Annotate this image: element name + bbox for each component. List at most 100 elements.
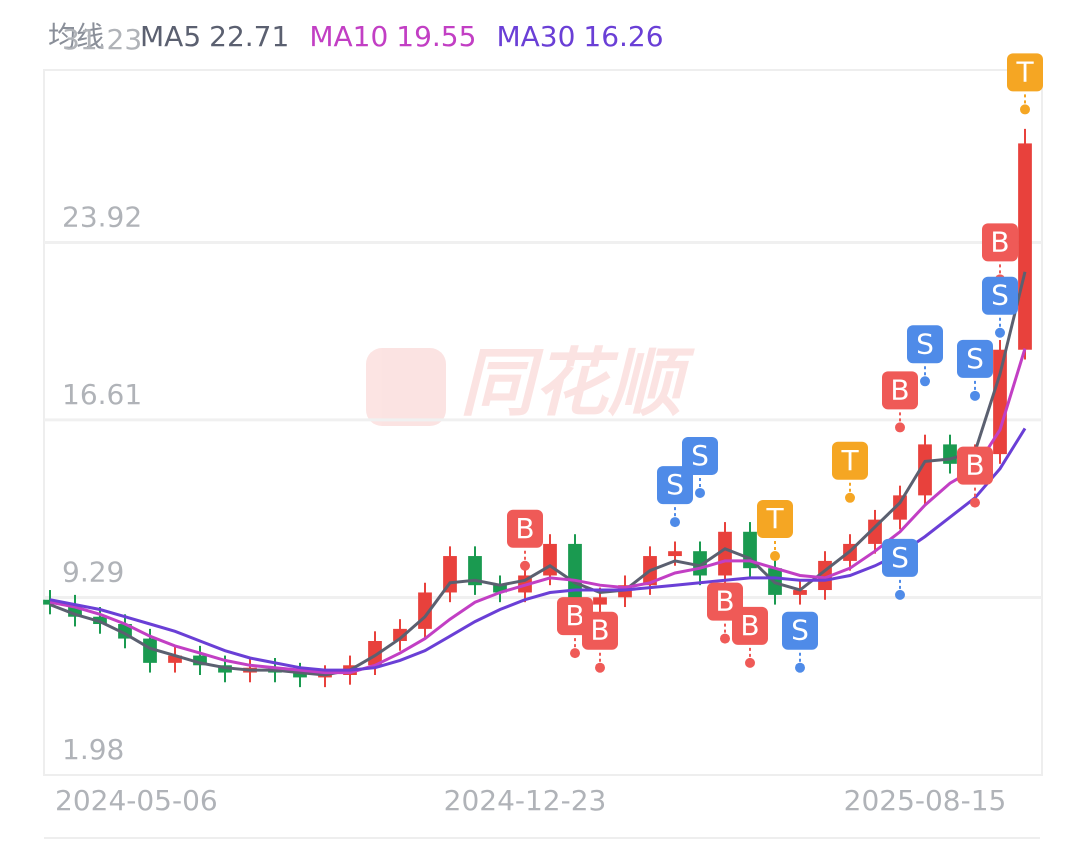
signal-point xyxy=(670,517,680,528)
legend-name: MA5 xyxy=(140,20,201,53)
signal-point xyxy=(895,422,905,433)
legend-entry: MA5 22.71 xyxy=(140,20,289,53)
signal-point xyxy=(845,492,855,503)
y-tick-label: 1.98 xyxy=(62,733,124,766)
signal: T xyxy=(757,500,793,562)
candle-body xyxy=(993,349,1007,455)
y-tick-label: 31.23 xyxy=(62,23,142,56)
candle-body xyxy=(593,597,607,605)
candle-body xyxy=(868,519,882,544)
candle-body xyxy=(718,531,732,576)
signal-label: T xyxy=(840,444,859,477)
ma-line xyxy=(49,271,1027,677)
ma-line xyxy=(49,427,1027,672)
signal-label: B xyxy=(565,599,584,632)
signal-label: B xyxy=(965,449,984,482)
signal-point xyxy=(720,633,730,644)
signal-label: B xyxy=(590,614,609,647)
y-tick-label: 16.61 xyxy=(62,378,142,411)
signal-badge xyxy=(882,371,918,410)
signal-label: B xyxy=(740,609,759,642)
candle-body xyxy=(668,551,682,557)
signal-point xyxy=(695,487,705,498)
legend-value: 19.55 xyxy=(396,20,476,53)
signal: B xyxy=(507,509,543,571)
x-tick-label: 2024-12-23 xyxy=(444,784,607,817)
legend-name: MA10 xyxy=(309,20,388,53)
signal: S xyxy=(907,325,943,387)
candle-body xyxy=(168,655,182,663)
signal-point xyxy=(795,662,805,673)
signal: S xyxy=(782,611,818,673)
signal-label: S xyxy=(966,342,984,375)
candle-body xyxy=(893,495,907,520)
signal: S xyxy=(682,436,718,498)
candle-body xyxy=(1018,143,1032,350)
signal-badge xyxy=(957,446,993,485)
signal-label: B xyxy=(890,373,909,406)
y-tick-label: 9.29 xyxy=(62,556,124,589)
legend-entry: MA10 19.55 xyxy=(309,20,476,53)
signal: T xyxy=(1007,53,1043,115)
signal: B xyxy=(982,223,1018,285)
signal-badge xyxy=(657,466,693,505)
legend-value: 22.71 xyxy=(209,20,289,53)
signal-badge xyxy=(782,611,818,650)
signal: T xyxy=(832,441,868,503)
signal: S xyxy=(957,339,993,401)
signal-point xyxy=(520,560,530,571)
candle-body xyxy=(793,590,807,595)
signal-label: B xyxy=(515,512,534,545)
signal-badge xyxy=(907,325,943,364)
candle-body xyxy=(568,543,582,605)
watermark: 同花顺 xyxy=(460,341,695,427)
candle-body xyxy=(918,444,932,496)
plot-frame xyxy=(43,69,1043,776)
signal: S xyxy=(657,466,693,528)
legend-value: 16.26 xyxy=(583,20,663,53)
signal-badge xyxy=(732,606,768,645)
signal-label: S xyxy=(691,439,709,472)
x-tick-label: 2025-08-15 xyxy=(844,784,1007,817)
signal-point xyxy=(570,648,580,659)
legend-name: MA30 xyxy=(496,20,575,53)
signal-badge xyxy=(1007,53,1043,92)
candle-body xyxy=(393,628,407,642)
signal-label: B xyxy=(990,225,1009,258)
signal-label: T xyxy=(1015,55,1034,88)
signal-point xyxy=(995,327,1005,338)
signal-badge xyxy=(957,339,993,378)
signal: S xyxy=(882,538,918,600)
signal: B xyxy=(582,611,618,673)
signal: S xyxy=(982,276,1018,338)
signal-badge xyxy=(507,509,543,548)
legend-title: 均线 xyxy=(48,20,104,53)
signal-label: T xyxy=(765,502,784,535)
candle-body xyxy=(43,599,57,605)
signal-badge xyxy=(882,538,918,577)
signal-label: S xyxy=(666,468,684,501)
signal-label: S xyxy=(891,541,909,574)
signal-point xyxy=(895,589,905,600)
x-tick-label: 2024-05-06 xyxy=(55,784,218,817)
ma-line xyxy=(49,348,1027,675)
candle-body xyxy=(468,556,482,586)
signal-badge xyxy=(832,441,868,480)
candle-body xyxy=(193,655,207,666)
signal: B xyxy=(732,606,768,668)
signal-point xyxy=(770,551,780,562)
signal-label: S xyxy=(791,614,809,647)
signal-point xyxy=(970,390,980,401)
candle-body xyxy=(493,585,507,593)
signal: B xyxy=(882,371,918,433)
signal-badge xyxy=(757,500,793,539)
signal-point xyxy=(970,497,980,508)
signal-point xyxy=(920,376,930,387)
legend-entry: MA30 16.26 xyxy=(496,20,663,53)
signal-point xyxy=(595,662,605,673)
watermark-logo xyxy=(366,348,446,426)
signal-label: S xyxy=(916,327,934,360)
signal-point xyxy=(1020,104,1030,115)
